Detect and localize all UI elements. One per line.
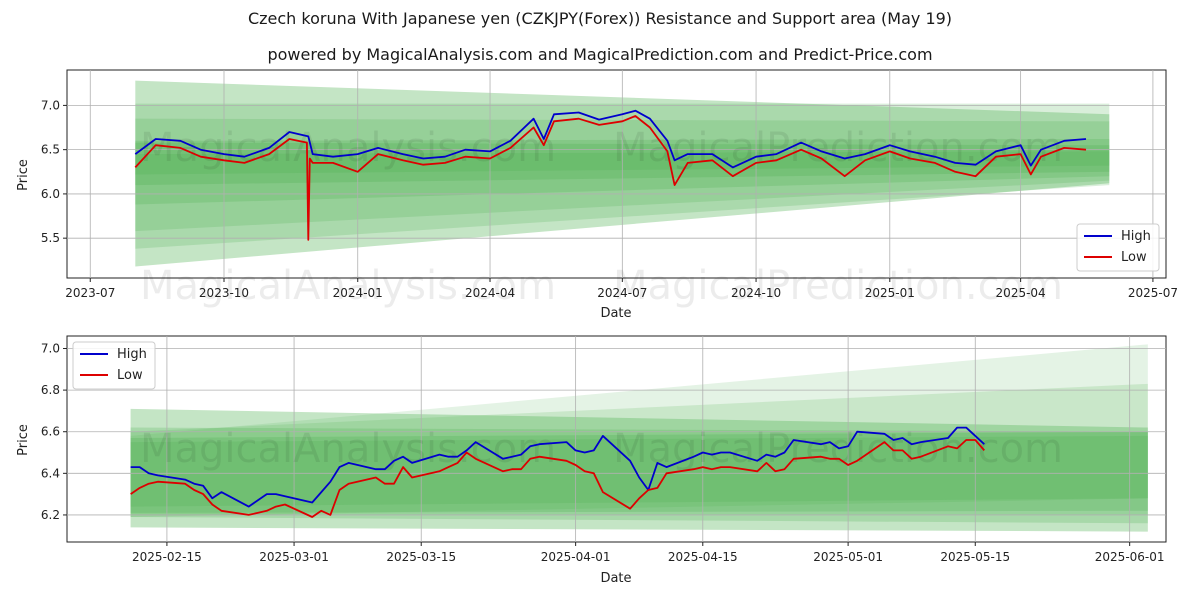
chart-subtitle: powered by MagicalAnalysis.com and Magic…	[267, 45, 933, 64]
high-series-line-1	[134, 109, 1087, 169]
y-ticks-2: 6.2 6.4 6.6 6.8 7.0	[41, 341, 67, 522]
band-2-4	[130, 431, 1148, 513]
legend-2: High Low	[72, 341, 156, 390]
watermark-1-left-inner: MagicalAnalysis.com	[140, 125, 556, 171]
price-lines-2	[130, 426, 985, 518]
y-tick-label-2-2: 6.6	[41, 425, 60, 439]
x-tick-label-2-6: 2025-05-15	[940, 550, 1010, 564]
y-tick-label-1-2: 6.5	[41, 143, 60, 157]
y-tick-label-1-3: 7.0	[41, 98, 60, 112]
x-tick-label-1-5: 2024-10	[731, 286, 781, 300]
y-tick-label-2-1: 6.4	[41, 466, 60, 480]
plot-area-1	[66, 69, 1167, 279]
x-tick-label-2-4: 2025-04-15	[668, 550, 738, 564]
x-tick-label-2-0: 2025-02-15	[132, 550, 202, 564]
legend-2-low-label: Low	[117, 368, 143, 383]
price-lines-1	[134, 109, 1087, 241]
x-tick-label-1-0: 2023-07	[65, 286, 115, 300]
x-tick-label-1-8: 2025-07	[1128, 286, 1178, 300]
legend-1-low-label: Low	[1121, 250, 1147, 265]
legend-1-high-label: High	[1121, 229, 1151, 244]
legend-2-high-label: High	[117, 347, 147, 362]
grid-1	[67, 70, 1166, 278]
low-series-line-2	[130, 439, 985, 518]
y-axis-label-2: Price	[16, 424, 31, 456]
watermark-2-left: MagicalAnalysis.com	[140, 426, 556, 472]
high-series-line-2	[130, 426, 985, 508]
legend-1: High Low	[1076, 223, 1160, 272]
y-axis-label-1: Price	[16, 159, 31, 191]
band-2-3	[130, 427, 1148, 524]
x-axis-label-2: Date	[600, 571, 631, 586]
x-tick-label-1-1: 2023-10	[199, 286, 249, 300]
chart-title: Czech koruna With Japanese yen (CZKJPY(F…	[247, 9, 953, 28]
panel-2: MagicalAnalysis.com MagicalPrediction.co…	[16, 335, 1167, 586]
x-tick-label-2-2: 2025-03-15	[386, 550, 456, 564]
low-series-line-1	[134, 115, 1087, 241]
y-tick-label-1-1: 6.0	[41, 187, 60, 201]
x-ticks-2: 2025-02-15 2025-03-01 2025-03-15 2025-04-01…	[132, 542, 1165, 564]
y-tick-label-2-3: 6.8	[41, 383, 60, 397]
x-tick-label-1-4: 2024-07	[597, 286, 647, 300]
band-2-5	[130, 435, 1148, 507]
x-tick-label-2-7: 2025-06-01	[1095, 550, 1165, 564]
x-tick-label-1-3: 2024-04	[465, 286, 515, 300]
watermark-1-right: MagicalPrediction.com	[613, 263, 1063, 309]
x-ticks-1: 2023-07 2023-10 2024-01 2024-04 2024-07 2024-…	[65, 278, 1178, 300]
panel-1: MagicalAnalysis.com MagicalPrediction.co…	[16, 69, 1178, 321]
x-tick-label-2-3: 2025-04-01	[541, 550, 611, 564]
y-tick-label-1-0: 5.5	[41, 231, 60, 245]
watermark-1-left: MagicalAnalysis.com	[140, 263, 556, 309]
plot-area-2	[66, 335, 1167, 543]
x-tick-label-2-5: 2025-05-01	[813, 550, 883, 564]
watermark-2-right: MagicalPrediction.com	[613, 426, 1063, 472]
x-tick-label-1-2: 2024-01	[333, 286, 383, 300]
x-tick-label-1-6: 2025-01	[865, 286, 915, 300]
x-tick-label-1-7: 2025-04	[996, 286, 1046, 300]
y-tick-label-2-4: 7.0	[41, 341, 60, 355]
y-ticks-1: 5.5 6.0 6.5 7.0	[41, 98, 67, 245]
band-2-1	[130, 344, 1148, 515]
x-tick-label-2-1: 2025-03-01	[259, 550, 329, 564]
x-axis-label-1: Date	[600, 306, 631, 321]
y-tick-label-2-0: 6.2	[41, 508, 60, 522]
watermark-1-right-inner: MagicalPrediction.com	[613, 125, 1063, 171]
